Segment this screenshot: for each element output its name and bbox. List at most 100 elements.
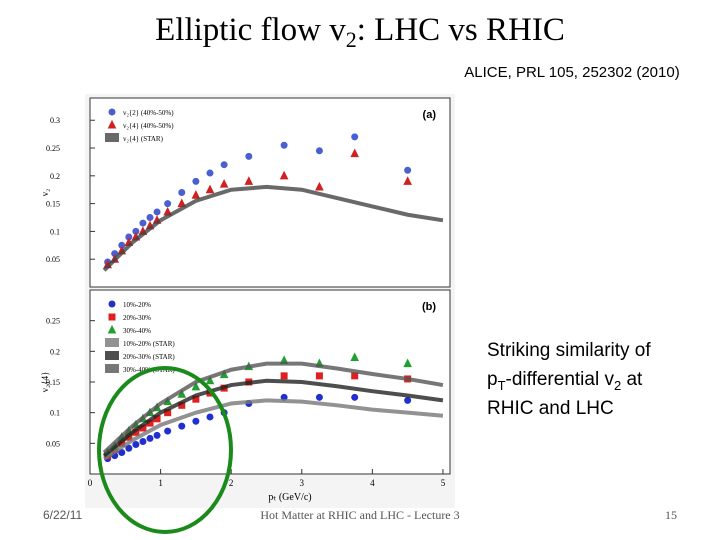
y-tick-label: 0.25 [46,144,60,153]
marker [315,372,323,380]
title-part: : LHC vs RHIC [357,12,565,48]
marker [315,393,323,401]
marker [351,133,359,141]
side-note: Striking similarity of pT-differential v… [487,340,656,419]
side-note-part: at [621,369,643,390]
marker [280,141,288,149]
band-line [102,361,444,454]
y-tick-label: 0.05 [46,255,60,264]
marker [220,161,228,169]
marker [206,413,214,421]
legend-swatch [105,133,119,142]
marker [350,148,360,158]
marker [191,190,201,199]
band-line [103,398,444,461]
marker [164,200,172,208]
marker [245,152,253,160]
legend-swatch [105,338,119,347]
y-tick-label: 0.25 [46,317,60,326]
marker [132,441,140,449]
marker [315,181,324,191]
marker [192,177,200,185]
marker [205,375,215,385]
marker [350,352,360,361]
marker [219,179,229,188]
marker [315,147,323,155]
marker [139,219,147,227]
legend-label: v₂{4} (STAR) [123,135,164,143]
y-tick-label: 0.15 [46,200,60,209]
marker [205,184,215,194]
x-tick-label: 2 [229,478,234,488]
marker [108,300,116,308]
legend-label: 10%-20% (STAR) [123,340,175,348]
y-tick-label: 0.2 [50,347,60,356]
marker [146,434,154,442]
side-note-subscript: T [498,378,506,393]
marker [351,393,359,401]
page-number: 15 [665,508,677,522]
marker [191,381,201,391]
marker [139,437,147,445]
legend-label: 20%-30% (STAR) [123,353,175,361]
y-tick-label: 0.15 [46,378,60,387]
footer-date: 6/22/11 [43,508,82,522]
marker [279,170,289,180]
plot-area [89,97,451,288]
marker [192,417,200,425]
x-tick-label: 0 [88,478,93,488]
y-axis-label: v₂{4} [40,372,50,393]
marker [107,324,117,334]
marker [404,396,412,404]
side-note-line: Striking similarity of [487,340,651,361]
marker [178,189,186,196]
legend-label: 10%-20% [123,301,151,309]
band-line [102,378,444,458]
marker [108,108,116,116]
panel-tag: (b) [422,301,436,313]
y-tick-label: 0.2 [50,172,60,181]
marker [403,358,412,368]
legend-label: 20%-30% [123,314,151,322]
marker [125,444,133,452]
x-tick-label: 3 [300,478,305,488]
y-tick-label: 0.1 [50,409,60,418]
y-tick-label: 0.05 [46,439,60,448]
marker [206,169,214,177]
y-axis-label: v₂ [40,189,50,197]
x-tick-label: 1 [158,478,163,488]
figure: 0.050.10.150.20.250.3v₂(a)v₂{2} (40%-50%… [40,97,451,503]
marker [178,422,186,430]
legend-label: 30%-40% [123,327,151,335]
footer-center: Hot Matter at RHIC and LHC - Lecture 3 [260,508,459,522]
x-tick-label: 5 [441,478,446,488]
side-note-part: p [487,369,498,390]
band-line [102,184,444,272]
title-part: Elliptic flow v [155,12,346,48]
title-subscript: 2 [346,27,357,52]
side-note-part: -differential v [506,369,615,390]
marker [164,427,172,435]
legend-label: v₂{4} (40%-50%) [123,122,174,130]
marker [403,176,412,185]
citation: ALICE, PRL 105, 252302 (2010) [464,64,679,81]
marker [404,166,412,174]
marker [107,119,117,129]
marker [146,214,154,222]
marker [108,313,116,321]
marker [280,372,288,380]
legend-label: v₂{2} (40%-50%) [123,109,174,117]
x-tick-label: 4 [370,478,375,488]
marker [153,431,161,439]
panel-tag: (a) [423,109,437,121]
y-tick-label: 0.1 [50,227,60,236]
marker [153,208,161,216]
marker [351,372,359,380]
side-note-subscript: 2 [614,378,621,393]
legend-swatch [105,364,119,373]
x-axis-label: pₜ (GeV/c) [268,492,311,503]
slide-title: Elliptic flow v2: LHC vs RHIC [155,12,565,52]
legend-swatch [105,351,119,360]
marker [244,176,254,185]
